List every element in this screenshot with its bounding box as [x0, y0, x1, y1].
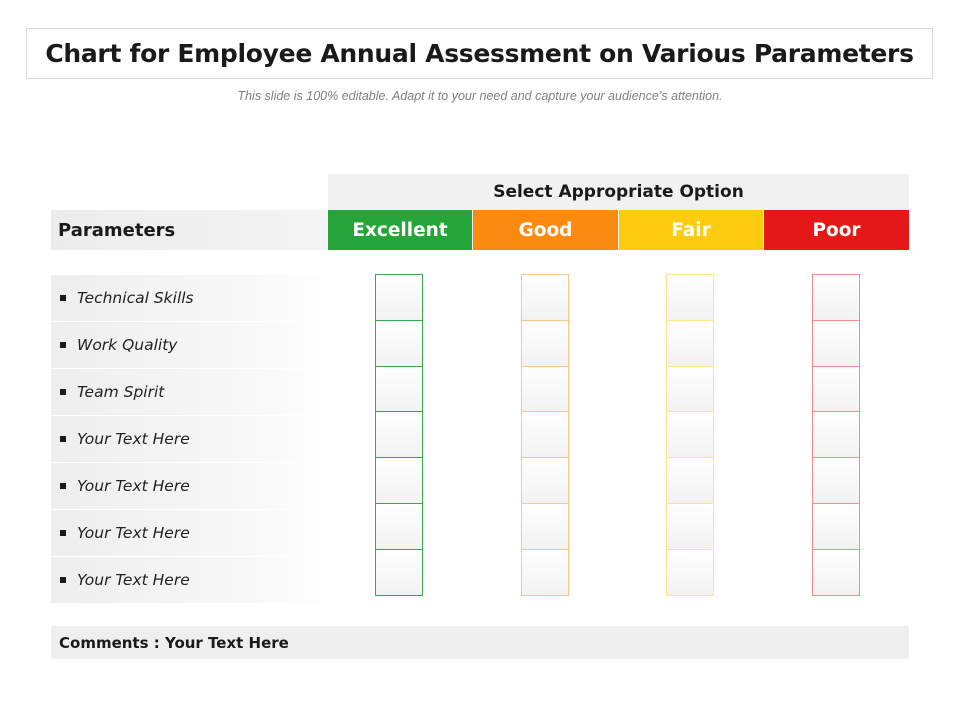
parameter-row: Your Text Here	[51, 557, 333, 603]
parameter-row: Team Spirit	[51, 369, 333, 415]
fair-checkbox[interactable]	[666, 365, 714, 413]
fair-checkbox-column	[666, 274, 714, 597]
parameter-label: Work Quality	[77, 336, 178, 354]
fair-checkbox[interactable]	[666, 457, 714, 505]
rating-header-excellent: Excellent	[328, 210, 472, 250]
fair-checkbox[interactable]	[666, 502, 714, 551]
fair-checkbox[interactable]	[666, 319, 714, 368]
rating-header-poor: Poor	[764, 210, 909, 250]
select-option-header: Select Appropriate Option	[328, 174, 909, 210]
parameter-row: Technical Skills	[51, 275, 333, 321]
poor-checkbox[interactable]	[812, 502, 860, 551]
good-checkbox[interactable]	[521, 502, 569, 551]
bullet-icon	[60, 389, 66, 395]
good-checkbox[interactable]	[521, 319, 569, 368]
comments-field[interactable]: Comments : Your Text Here	[51, 626, 909, 659]
parameter-label: Your Text Here	[77, 430, 190, 448]
excellent-checkbox-column	[375, 274, 423, 597]
parameter-row: Work Quality	[51, 322, 333, 368]
parameter-label: Your Text Here	[77, 477, 190, 495]
bullet-icon	[60, 295, 66, 301]
poor-checkbox[interactable]	[812, 548, 860, 597]
parameters-header: Parameters	[51, 210, 327, 250]
parameter-label: Your Text Here	[77, 571, 190, 589]
poor-checkbox[interactable]	[812, 319, 860, 368]
excellent-checkbox[interactable]	[375, 548, 423, 597]
good-checkbox[interactable]	[521, 365, 569, 413]
poor-checkbox[interactable]	[812, 274, 860, 322]
rating-header-good: Good	[473, 210, 618, 250]
poor-checkbox-column	[812, 274, 860, 597]
poor-checkbox[interactable]	[812, 365, 860, 413]
subtitle: This slide is 100% editable. Adapt it to…	[237, 89, 723, 103]
good-checkbox-column	[521, 274, 569, 597]
parameter-row: Your Text Here	[51, 416, 333, 462]
good-checkbox[interactable]	[521, 457, 569, 505]
bullet-icon	[60, 342, 66, 348]
page-title: Chart for Employee Annual Assessment on …	[45, 39, 914, 68]
excellent-checkbox[interactable]	[375, 502, 423, 551]
good-checkbox[interactable]	[521, 548, 569, 597]
bullet-icon	[60, 483, 66, 489]
bullet-icon	[60, 530, 66, 536]
excellent-checkbox[interactable]	[375, 319, 423, 368]
parameter-label: Technical Skills	[77, 289, 194, 307]
good-checkbox[interactable]	[521, 411, 569, 459]
excellent-checkbox[interactable]	[375, 457, 423, 505]
excellent-checkbox[interactable]	[375, 274, 423, 322]
poor-checkbox[interactable]	[812, 457, 860, 505]
bullet-icon	[60, 436, 66, 442]
title-box: Chart for Employee Annual Assessment on …	[26, 28, 933, 79]
parameter-row: Your Text Here	[51, 510, 333, 556]
excellent-checkbox[interactable]	[375, 365, 423, 413]
fair-checkbox[interactable]	[666, 411, 714, 459]
excellent-checkbox[interactable]	[375, 411, 423, 459]
parameter-label: Your Text Here	[77, 524, 190, 542]
good-checkbox[interactable]	[521, 274, 569, 322]
parameter-row: Your Text Here	[51, 463, 333, 509]
poor-checkbox[interactable]	[812, 411, 860, 459]
fair-checkbox[interactable]	[666, 548, 714, 597]
rating-header-fair: Fair	[619, 210, 763, 250]
fair-checkbox[interactable]	[666, 274, 714, 322]
bullet-icon	[60, 577, 66, 583]
parameter-label: Team Spirit	[77, 383, 165, 401]
